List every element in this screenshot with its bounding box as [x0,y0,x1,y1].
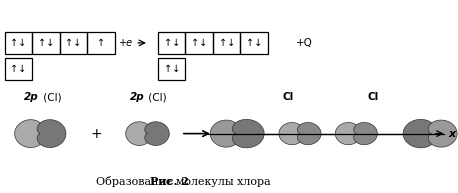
Text: ↑↓: ↑↓ [65,38,82,48]
PathPatch shape [37,120,66,147]
Text: (Cl): (Cl) [40,92,61,102]
Text: 2p: 2p [130,92,144,102]
PathPatch shape [335,123,359,145]
PathPatch shape [428,120,457,147]
Text: x: x [449,129,456,139]
Bar [158,58,185,80]
PathPatch shape [279,123,303,145]
Text: ↑↓: ↑↓ [246,38,262,48]
PathPatch shape [232,119,264,148]
Text: +Q: +Q [296,38,313,48]
Text: ↑↓: ↑↓ [218,38,235,48]
Text: ↑↓: ↑↓ [164,64,180,74]
Text: ↑↓: ↑↓ [10,38,27,48]
PathPatch shape [403,119,435,148]
PathPatch shape [125,122,150,146]
Text: ↑↓: ↑↓ [38,38,54,48]
PathPatch shape [15,120,44,147]
Bar [5,32,32,54]
PathPatch shape [145,122,169,146]
PathPatch shape [354,123,377,145]
Text: Cl: Cl [283,92,294,102]
Bar [60,32,87,54]
Bar [213,32,240,54]
PathPatch shape [210,120,239,147]
Bar [185,32,213,54]
Text: Cl: Cl [368,92,379,102]
Text: Рис. 2: Рис. 2 [150,176,189,187]
Text: 2p: 2p [24,92,39,102]
Text: ↑↓: ↑↓ [164,38,180,48]
Bar [87,32,114,54]
Bar [32,32,60,54]
PathPatch shape [297,123,321,145]
Text: +: + [90,127,102,141]
Text: (Cl): (Cl) [145,92,167,102]
Bar [158,32,185,54]
Text: +e: +e [119,38,133,48]
Text: Образование молекулы хлора: Образование молекулы хлора [68,176,271,187]
Text: ↑↓: ↑↓ [191,38,207,48]
Bar [5,58,32,80]
Text: ↑: ↑ [97,38,105,48]
Text: ↑↓: ↑↓ [10,64,27,74]
Bar [240,32,268,54]
